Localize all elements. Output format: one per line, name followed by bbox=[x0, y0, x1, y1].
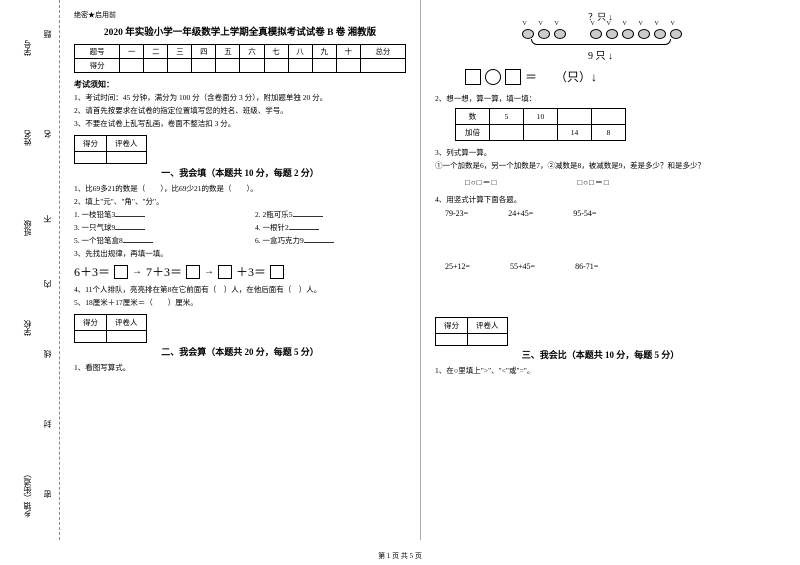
small-eq-right: □○□＝□ bbox=[577, 177, 609, 188]
notice-1: 1、考试时间：45 分钟，满分为 100 分（含卷面分 3 分），附加题单独 2… bbox=[74, 92, 406, 103]
s2q4: 4、用竖式计算下面各题。 bbox=[435, 194, 766, 205]
arrow-icon: → bbox=[204, 266, 214, 277]
score-mini-3: 得分评卷人 bbox=[435, 317, 508, 346]
margin-label-xuexiao: 学校 bbox=[22, 320, 33, 336]
page-footer: 第 1 页 共 5 页 bbox=[0, 551, 800, 561]
top-question: ？只 ↓ bbox=[435, 10, 766, 23]
small-eq-left: □○□＝□ bbox=[465, 177, 497, 188]
s2q2: 2、想一想，算一算，填一填： bbox=[435, 93, 766, 104]
arrow-icon: → bbox=[132, 266, 142, 277]
q1: 1、比69多21的数是（ ），比69少21的数是（ ）。 bbox=[74, 183, 406, 194]
left-column: 绝密★启用前 2020 年实验小学一年级数学上学期全真模拟考试试卷 B 卷 湘教… bbox=[60, 0, 420, 540]
margin-label-xiangzhen: 乡镇（街道） bbox=[22, 470, 33, 518]
margin-inner-2: 不 bbox=[42, 215, 53, 223]
nine-label: 9 只 ↓ bbox=[435, 47, 766, 62]
q2-item-5: 5. 一个铅笔盒8 bbox=[74, 236, 123, 245]
margin-label-banji: 班级 bbox=[22, 220, 33, 236]
margin-inner-0: 题 bbox=[42, 30, 53, 38]
notice-title: 考试须知： bbox=[74, 79, 406, 90]
score-header-row: 题号 一 二 三 四 五 六 七 八 九 十 总分 bbox=[75, 45, 406, 59]
section-2-title: 二、我会算（本题共 20 分，每题 5 分） bbox=[74, 345, 406, 358]
score-mini-1: 得分评卷人 bbox=[74, 135, 147, 164]
right-column: ？只 ↓ 9 只 ↓ ＝ （只）↓ 2、想一想，算一算，填一填： 数 5 10 bbox=[420, 0, 780, 540]
q4: 4、11个人排队，亮亮排在第8在它前面有（ ）人，在他后面有（ ）人。 bbox=[74, 284, 406, 295]
double-table: 数 5 10 加倍 14 8 bbox=[455, 108, 626, 141]
q2: 2、填上"元"、"角"、"分"。 bbox=[74, 196, 406, 207]
q3: 3、先找出规律，再填一填。 bbox=[74, 248, 406, 259]
binding-margin: 学号 姓名 班级 学校 乡镇（街道） 题 名 不 内 线 封 密 bbox=[0, 0, 60, 540]
margin-inner-5: 封 bbox=[42, 420, 53, 428]
q5: 5、18厘米＋17厘米＝（ ）厘米。 bbox=[74, 297, 406, 308]
score-table: 题号 一 二 三 四 五 六 七 八 九 十 总分 得分 bbox=[74, 44, 406, 73]
q3-equation: 6＋3＝ → 7＋3＝ → ＋3＝ bbox=[74, 263, 406, 280]
q2-item-4: 4. 一根针2 bbox=[255, 223, 289, 232]
shape-equation: ＝ （只）↓ bbox=[465, 68, 766, 85]
s3q1: 1、在○里填上">"、"<"或"="。 bbox=[435, 365, 766, 376]
notice-2: 2、请首先按要求在试卷的指定位置填写您的姓名、班级、学号。 bbox=[74, 105, 406, 116]
q2-item-6: 6. 一盒巧克力9 bbox=[255, 236, 304, 245]
section-3-title: 三、我会比（本题共 10 分，每题 5 分） bbox=[435, 348, 766, 361]
section-1-title: 一、我会填（本题共 10 分，每题 2 分） bbox=[74, 166, 406, 179]
q2-item-3: 3. 一只气球9 bbox=[74, 223, 115, 232]
s2q3: 3、列式算一算。 bbox=[435, 147, 766, 158]
margin-inner-6: 密 bbox=[42, 490, 53, 498]
exam-title: 2020 年实验小学一年级数学上学期全真模拟考试试卷 B 卷 湘教版 bbox=[74, 24, 406, 38]
s2q1: 1、看图写算式。 bbox=[74, 362, 406, 373]
notice-3: 3、不要在试卷上乱写乱画，卷面不整洁扣 3 分。 bbox=[74, 118, 406, 129]
margin-inner-1: 名 bbox=[42, 130, 53, 138]
calc-row-2: 25+12= 55+45= 86-71= bbox=[445, 262, 766, 271]
margin-inner-4: 线 bbox=[42, 350, 53, 358]
q2-item-1: 1. 一枝铅笔3 bbox=[74, 210, 115, 219]
score-mini-2: 得分评卷人 bbox=[74, 314, 147, 343]
s2q3-text: ①一个加数是6，另一个加数是7，②减数是8，被减数是9，差是多少？和是多少？ bbox=[435, 160, 766, 171]
deer-figure: ？只 ↓ 9 只 ↓ bbox=[435, 10, 766, 62]
margin-label-xuehao: 学号 bbox=[22, 40, 33, 56]
margin-label-xingming: 姓名 bbox=[22, 130, 33, 146]
margin-inner-3: 内 bbox=[42, 280, 53, 288]
calc-row-1: 79-23= 24+45= 95-54= bbox=[445, 209, 766, 218]
secret-label: 绝密★启用前 bbox=[74, 10, 406, 20]
q2-item-2: 2. 2瓶可乐5 bbox=[255, 210, 293, 219]
score-value-row: 得分 bbox=[75, 59, 406, 73]
